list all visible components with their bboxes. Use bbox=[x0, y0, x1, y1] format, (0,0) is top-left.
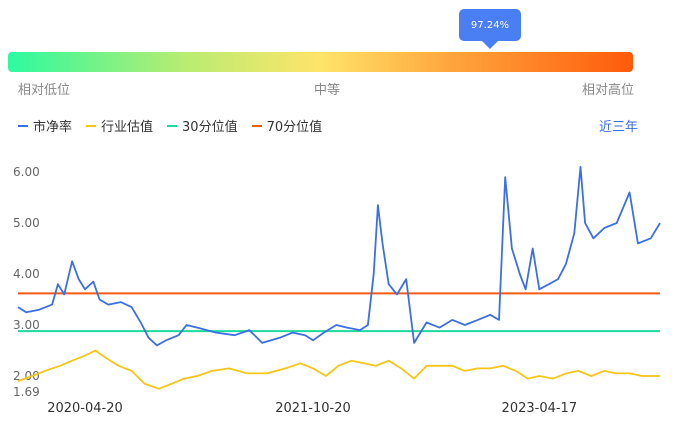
legend-item-pb[interactable]: 市净率 bbox=[18, 116, 72, 135]
x-tick-label: 2020-04-20 bbox=[47, 401, 123, 416]
x-tick-label: 2021-10-20 bbox=[275, 401, 351, 416]
y-tick-label: 1.69 bbox=[13, 385, 40, 399]
percentile-value: 97.24% bbox=[470, 19, 510, 31]
series-line bbox=[17, 166, 661, 347]
legend-label-industry: 行业估值 bbox=[101, 120, 154, 135]
legend-label-p30: 30分位值 bbox=[182, 120, 238, 135]
time-range-selector[interactable]: 近三年 bbox=[599, 120, 639, 135]
y-tick-label: 5.00 bbox=[13, 216, 40, 230]
legend-swatch-industry bbox=[86, 124, 97, 127]
legend-swatch-p30 bbox=[167, 124, 178, 127]
legend-item-industry[interactable]: 行业估值 bbox=[86, 116, 153, 135]
legend-swatch-pb bbox=[18, 124, 28, 127]
y-tick-label: 4.00 bbox=[13, 267, 40, 281]
x-tick-label: 2023-04-17 bbox=[502, 401, 578, 416]
y-tick-label: 3.00 bbox=[13, 318, 40, 332]
chart-legend: 市净率 行业估值 30分位值 70分位值 bbox=[18, 116, 322, 135]
low-position-label: 相对低位 bbox=[18, 83, 71, 98]
y-tick-label: 6.00 bbox=[13, 165, 40, 179]
series-line bbox=[17, 349, 660, 390]
percentile-tooltip: 97.24% bbox=[459, 9, 521, 49]
mid-position-label: 中等 bbox=[314, 83, 341, 98]
legend-label-pb: 市净率 bbox=[33, 120, 73, 135]
valuation-position-bar bbox=[8, 52, 633, 72]
high-position-label: 相对高位 bbox=[582, 83, 635, 98]
legend-item-p30[interactable]: 30分位值 bbox=[167, 116, 238, 135]
legend-item-p70[interactable]: 70分位值 bbox=[251, 116, 323, 135]
y-tick-label: 2.00 bbox=[13, 369, 40, 383]
legend-label-p70: 70分位值 bbox=[266, 120, 323, 135]
legend-swatch-p70 bbox=[251, 124, 262, 127]
